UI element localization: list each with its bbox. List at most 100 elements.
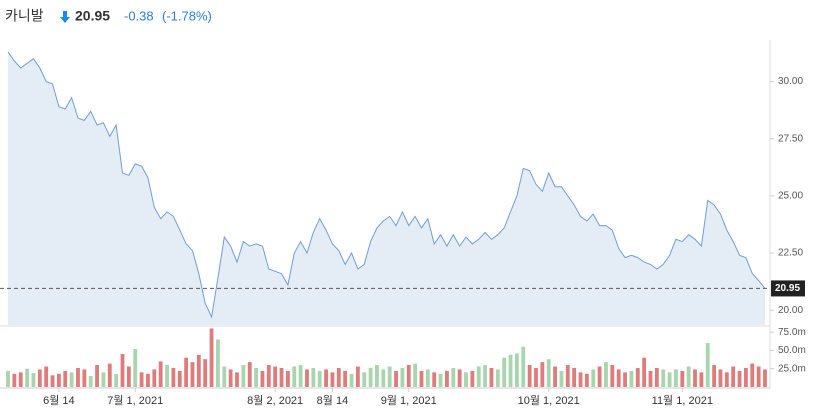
volume-bar — [425, 369, 430, 387]
volume-bar — [311, 367, 316, 387]
volume-bar — [629, 370, 634, 387]
volume-bar — [483, 365, 488, 387]
y-tick-label: 75.0m — [778, 327, 806, 338]
volume-bar — [298, 365, 303, 387]
volume-bar — [355, 366, 360, 387]
change-pct: (-1.78%) — [162, 8, 212, 23]
volume-bar — [674, 369, 678, 387]
volume-bar — [260, 370, 265, 387]
volume-bar — [120, 354, 125, 387]
volume-bar — [101, 372, 106, 387]
volume-bar — [146, 373, 150, 387]
volume-bar — [362, 372, 367, 387]
volume-bar — [610, 365, 615, 387]
down-arrow — [60, 11, 70, 23]
y-tick-label: 25.0m — [778, 363, 806, 374]
stock-name: 카니발 — [5, 8, 44, 24]
volume-bar — [565, 365, 570, 387]
volume-bar — [12, 373, 17, 387]
y-tick-label: 30.00 — [778, 76, 803, 87]
y-tick-label: 27.50 — [778, 133, 803, 144]
volume-bar — [44, 366, 49, 387]
y-tick-label: 22.50 — [778, 248, 803, 259]
y-tick-label: 20.00 — [778, 305, 803, 316]
volume-bar — [241, 365, 246, 387]
volume-bar — [693, 369, 697, 387]
x-tick-label: 6월 14 — [43, 394, 75, 407]
volume-bar — [343, 370, 348, 387]
y-tick-label: 25.00 — [778, 190, 803, 201]
volume-bar — [413, 363, 418, 387]
volume-bar — [133, 348, 138, 387]
volume-bar — [171, 367, 176, 387]
volume-bar — [495, 369, 500, 387]
change: -0.38 — [124, 8, 154, 23]
volume-bar — [349, 373, 354, 387]
volume-bar — [305, 369, 309, 387]
volume-bar — [228, 369, 233, 387]
volume-bar — [597, 366, 602, 387]
volume-bar — [6, 370, 10, 387]
volume-bar — [438, 373, 443, 387]
volume-bar — [502, 357, 507, 387]
volume-bar — [400, 367, 405, 387]
price-line — [7, 51, 766, 319]
volume-bar — [31, 373, 36, 387]
volume-bar — [470, 370, 475, 387]
area-fill — [8, 51, 765, 326]
volume-bar — [718, 369, 723, 387]
volume-bar — [572, 367, 577, 387]
volume-bar — [527, 365, 532, 387]
volume-bar — [177, 370, 182, 387]
volume-bar — [25, 368, 29, 387]
volume-bar — [107, 363, 112, 387]
volume-bar — [88, 376, 93, 387]
volume-bar — [406, 365, 411, 387]
volume-bar — [699, 372, 704, 387]
volume-bar — [50, 375, 55, 387]
volume-bar — [514, 353, 519, 387]
volume-bar — [114, 373, 119, 387]
volume-bar — [203, 359, 208, 387]
volume-bar — [95, 365, 99, 387]
price: 20.95 — [75, 8, 110, 24]
volume-bar — [324, 369, 328, 387]
x-tick-label: 10월 1, 2021 — [518, 394, 580, 407]
volume-bar — [375, 365, 379, 387]
volume-bar — [623, 372, 627, 387]
volume-bar — [546, 359, 551, 387]
volume-bar — [184, 357, 189, 387]
volume-bar — [648, 370, 653, 387]
volume-bar — [247, 362, 252, 387]
volume-bar — [222, 366, 227, 387]
volume-bar — [235, 372, 239, 387]
volume-bar — [152, 369, 157, 387]
volume-bar — [279, 367, 284, 387]
last-price-box — [771, 280, 805, 297]
volume-bar — [559, 370, 564, 387]
volume-bar — [489, 367, 494, 387]
volume-bar — [457, 369, 462, 387]
volume-bar — [165, 365, 169, 387]
volume-bar — [56, 373, 61, 387]
volume-bar — [686, 366, 691, 387]
volume-bar — [381, 369, 386, 387]
x-tick-label: 9월 1, 2021 — [381, 394, 437, 407]
volume-bar — [616, 369, 621, 387]
volume-bar — [69, 372, 74, 387]
volume-bar — [591, 369, 596, 387]
volume-bar — [432, 372, 437, 387]
volume-bar — [578, 372, 583, 387]
x-tick-label: 11월 1, 2021 — [652, 394, 713, 407]
volume-bar — [731, 366, 736, 387]
volume-bar — [18, 372, 23, 387]
volume-bar — [724, 372, 729, 387]
volume-bar — [680, 370, 685, 387]
volume-bar — [540, 362, 545, 387]
volume-bar — [63, 370, 68, 387]
volume-bar — [216, 339, 220, 387]
x-tick-label: 7월 1, 2021 — [107, 394, 163, 407]
volume-bar — [285, 370, 290, 387]
volume-bar — [336, 367, 341, 387]
